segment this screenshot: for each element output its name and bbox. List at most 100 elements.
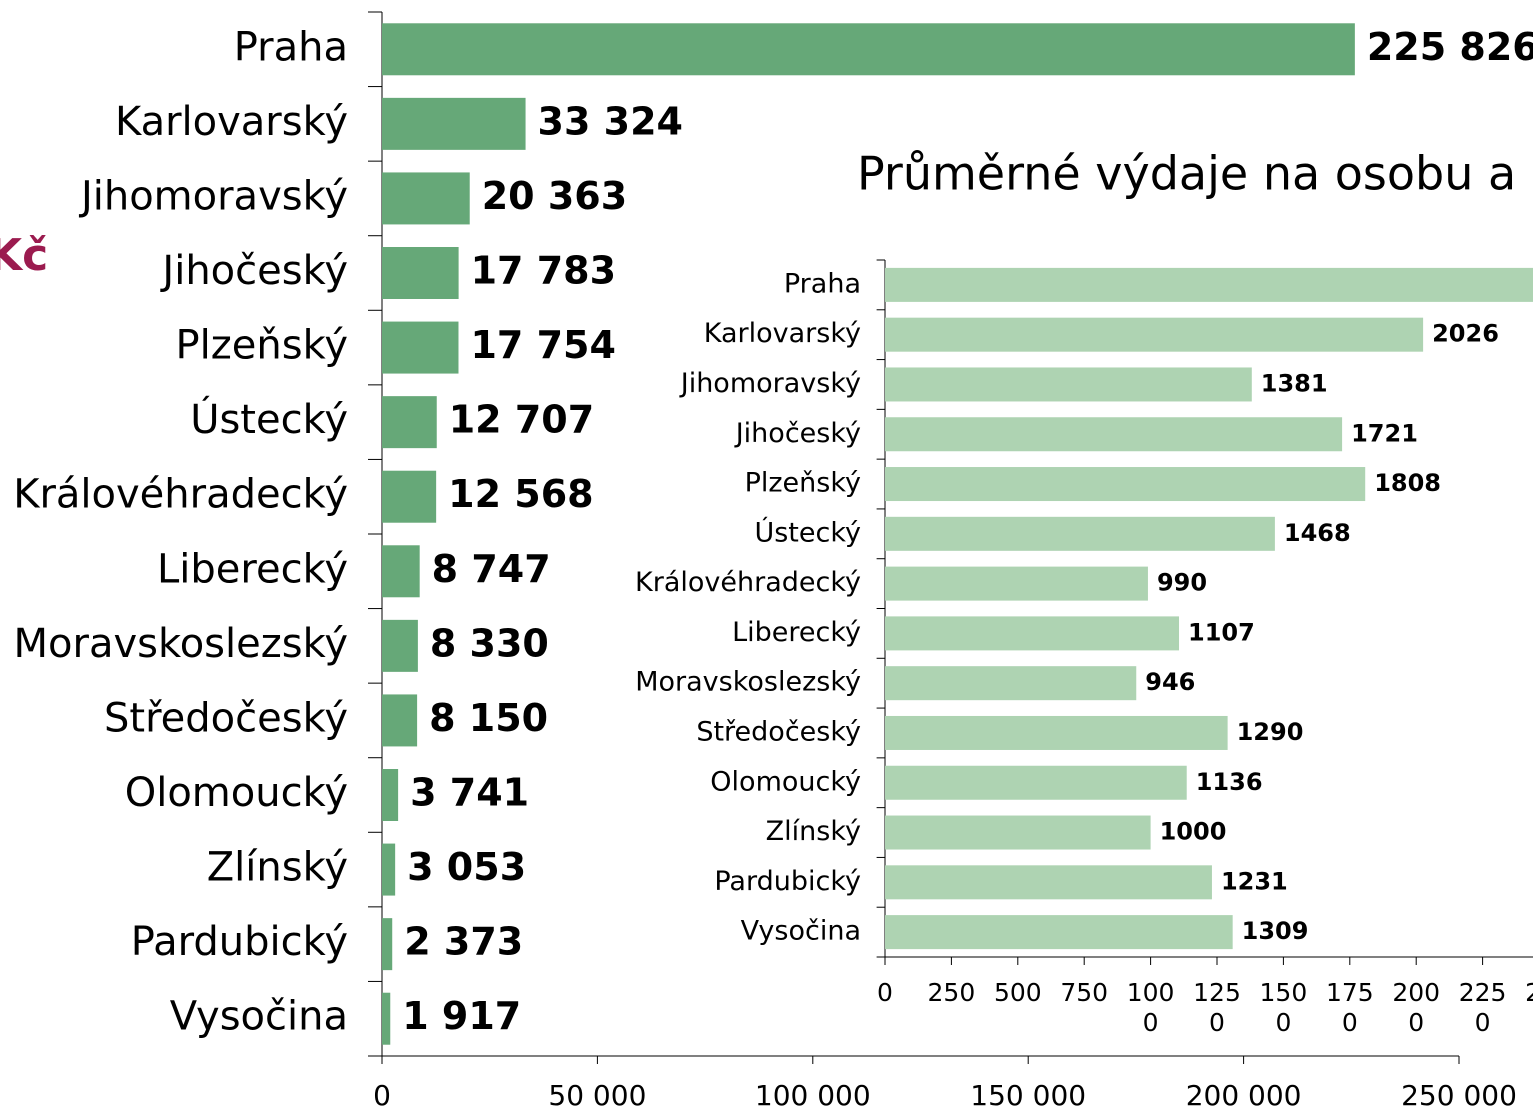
x-tick-label-line: 100 <box>1127 978 1175 1007</box>
x-tick-label: 250 <box>928 978 976 1007</box>
bar <box>885 865 1212 900</box>
category-label: Karlovarský <box>704 318 861 349</box>
x-tick-label: 250 000 <box>1401 1079 1517 1109</box>
value-label: 1381 <box>1261 369 1328 397</box>
x-tick-label: 0 <box>373 1079 391 1109</box>
value-label: 8 330 <box>430 621 549 665</box>
value-label: 17 783 <box>471 249 616 293</box>
x-tick-label: 200 000 <box>1186 1079 1302 1109</box>
x-tick-label: 0 <box>877 978 893 1007</box>
bar <box>885 616 1180 651</box>
chart-title: Průměrné výdaje na osobu a <box>857 147 1516 201</box>
x-tick-label: 100 0 <box>1127 978 1175 1037</box>
value-label: 3 053 <box>407 845 526 889</box>
bar <box>382 172 470 225</box>
x-tick-label-line: 0 <box>1275 1008 1291 1037</box>
category-label: Vysočina <box>741 916 861 947</box>
value-label: 1 917 <box>402 994 521 1038</box>
bar <box>382 992 391 1045</box>
x-tick-label: 200 0 <box>1392 978 1440 1037</box>
category-label: Olomoucký <box>125 770 348 816</box>
category-label: Moravskoslezský <box>14 621 348 667</box>
category-label: Zlínský <box>766 816 861 847</box>
bar <box>382 97 526 150</box>
value-label: 1808 <box>1374 469 1441 497</box>
x-tick-label: 50 000 <box>548 1079 646 1109</box>
x-tick-label: 175 0 <box>1326 978 1374 1037</box>
value-label: 1000 <box>1160 818 1227 846</box>
category-label: Zlínský <box>207 845 348 891</box>
value-label: 12 707 <box>449 398 594 442</box>
value-label: 1136 <box>1196 768 1263 796</box>
bar <box>382 769 399 821</box>
value-label: 8 747 <box>432 547 551 591</box>
category-label: Královéhradecký <box>13 472 348 518</box>
bar <box>885 765 1187 800</box>
bar <box>382 470 437 523</box>
bar <box>382 619 418 672</box>
x-tick-label: 100 000 <box>755 1079 871 1109</box>
value-label: 1290 <box>1237 718 1304 746</box>
bar <box>382 843 396 896</box>
value-label: 1721 <box>1351 419 1418 447</box>
value-label: 1107 <box>1188 618 1255 646</box>
bar <box>885 267 1533 302</box>
bar <box>382 247 459 299</box>
bar <box>382 918 393 971</box>
x-tick-label: 125 0 <box>1193 978 1241 1037</box>
x-tick-label-line: 0 <box>1143 1008 1159 1037</box>
bar <box>885 467 1366 502</box>
x-tick-label: 750 <box>1060 978 1108 1007</box>
category-label: Plzeňský <box>745 468 861 499</box>
x-tick-label-line: 225 <box>1459 978 1507 1007</box>
value-label: 2026 <box>1432 320 1499 348</box>
category-label: Karlovarský <box>115 99 348 145</box>
bar <box>885 666 1137 701</box>
value-label: 33 324 <box>538 99 683 143</box>
value-label: 20 363 <box>482 174 627 218</box>
category-label: Moravskoslezský <box>635 667 861 698</box>
category-label: Praha <box>784 268 861 299</box>
value-label: 8 150 <box>429 696 548 740</box>
x-tick-label-line: 0 <box>1408 1008 1424 1037</box>
value-label: 225 826 <box>1367 25 1533 69</box>
value-label: 17 754 <box>470 323 615 367</box>
x-tick-label-line: 200 <box>1392 978 1440 1007</box>
bar <box>885 317 1424 352</box>
value-label: 3 741 <box>410 771 529 815</box>
x-tick-label-line: 125 <box>1193 978 1241 1007</box>
category-label: Vysočina <box>170 994 348 1040</box>
category-label: Plzeňský <box>176 323 348 369</box>
category-label: Pardubický <box>131 919 348 965</box>
category-label: Olomoucký <box>710 766 861 797</box>
category-label: Ústecký <box>754 516 861 548</box>
category-label: Jihomoravský <box>78 173 348 219</box>
value-label: 946 <box>1145 668 1195 696</box>
x-tick-label-line: 175 <box>1326 978 1374 1007</box>
category-label: Středočeský <box>104 695 348 741</box>
x-tick-label-line: 250 <box>1525 978 1533 1007</box>
value-label: 1309 <box>1242 917 1309 945</box>
bar <box>885 815 1151 850</box>
category-label: Jihočeský <box>159 248 348 294</box>
category-label: Ústecký <box>190 395 348 443</box>
x-tick-label-line: 0 <box>1475 1008 1491 1037</box>
x-tick-label-line: 150 <box>1260 978 1308 1007</box>
category-label: Královéhradecký <box>635 567 861 598</box>
bar <box>382 23 1355 76</box>
category-label: Liberecký <box>157 546 348 592</box>
x-tick-label: 150 000 <box>970 1079 1086 1109</box>
bar <box>885 715 1228 750</box>
bar <box>885 566 1148 601</box>
category-label: Středočeský <box>696 716 861 747</box>
value-label: 1468 <box>1284 519 1351 547</box>
bar <box>885 516 1275 551</box>
x-tick-label: 150 0 <box>1260 978 1308 1037</box>
annotation: Kč <box>0 230 48 281</box>
x-tick-label: 225 0 <box>1459 978 1507 1037</box>
bar <box>382 321 459 374</box>
bar <box>382 694 418 747</box>
value-label: 12 568 <box>448 472 593 516</box>
